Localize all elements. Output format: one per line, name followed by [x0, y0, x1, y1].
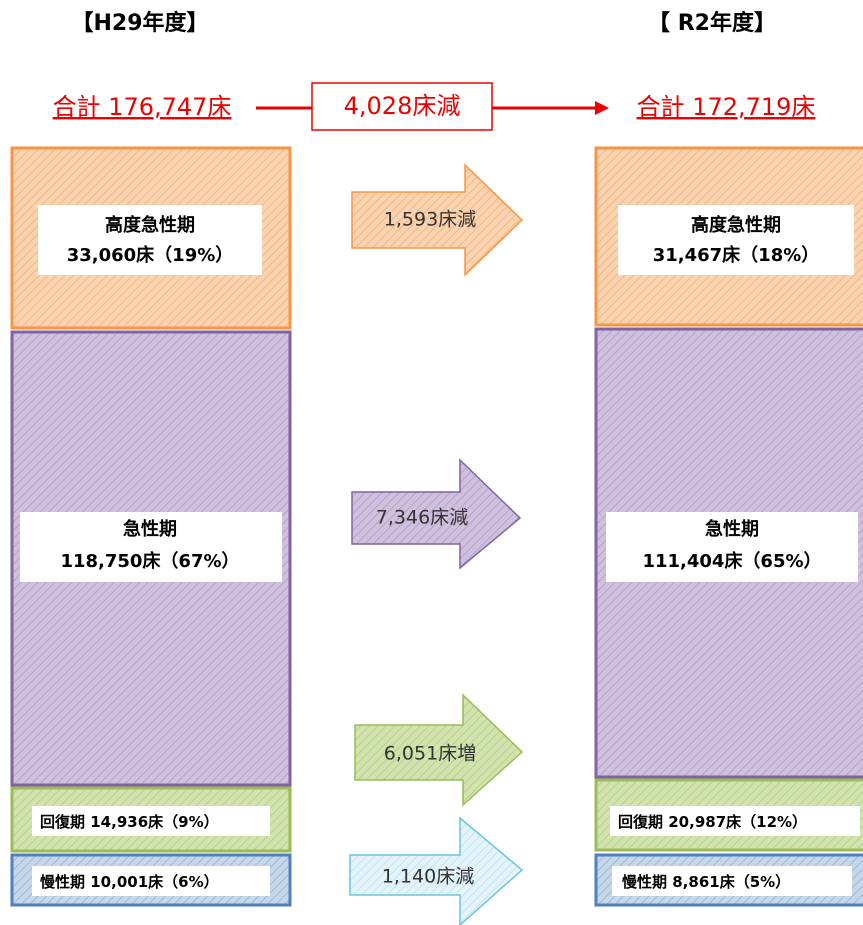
box-name: 急性期 [123, 518, 177, 540]
change-box [311, 82, 493, 131]
total-arrow-head [595, 101, 609, 115]
box-name: 慢性期 [40, 873, 85, 891]
box-amount: 31,467床（18%） [653, 244, 820, 266]
label-bg [32, 806, 270, 836]
box-name: 回復期 [618, 813, 663, 831]
box-amount: 33,060床（19%） [67, 244, 234, 266]
label-bg [610, 806, 860, 836]
change-text: 4,028床減 [344, 92, 461, 120]
right-total: 合計 172,719床 [637, 93, 816, 121]
label-bg [20, 512, 282, 582]
label-bg [606, 512, 858, 582]
box-amount: 20,987床（12%） [668, 813, 807, 831]
arrow: 1,593床減 [351, 163, 524, 277]
arrow-label: 6,051床増 [384, 743, 476, 765]
box-name: 高度急性期 [105, 214, 195, 236]
box-amount: 10,001床（6%） [90, 873, 218, 891]
label-bg [32, 866, 270, 896]
box-name: 高度急性期 [691, 214, 781, 236]
box-amount: 14,936床（9%） [90, 813, 218, 831]
box-amount: 118,750床（67%） [60, 550, 239, 572]
box-amount: 8,861床（5%） [672, 873, 790, 891]
box-name: 回復期 [40, 813, 85, 831]
arrow-label: 7,346床減 [376, 507, 468, 529]
arrow: 1,140床減 [349, 816, 524, 925]
left-total: 合計 176,747床 [53, 93, 232, 121]
box-label: 回復期 20,987床（12%） [618, 813, 807, 831]
arrow: 6,051床増 [354, 693, 524, 807]
label-bg [612, 866, 852, 896]
box-label: 回復期 14,936床（9%） [40, 813, 219, 831]
box-amount: 111,404床（65%） [642, 550, 821, 572]
box-label: 慢性期 8,861床（5%） [622, 873, 790, 891]
arrow-label: 1,593床減 [384, 209, 476, 231]
box-label: 慢性期 10,001床（6%） [40, 873, 219, 891]
right-title: 【 R2年度】 [648, 10, 776, 36]
label-bg [38, 205, 262, 275]
box-name: 慢性期 [622, 873, 667, 891]
arrow-label: 1,140床減 [382, 866, 474, 888]
label-bg [618, 205, 854, 275]
box-name: 急性期 [705, 518, 759, 540]
left-title: 【H29年度】 [71, 10, 208, 36]
arrow: 7,346床減 [351, 458, 522, 570]
